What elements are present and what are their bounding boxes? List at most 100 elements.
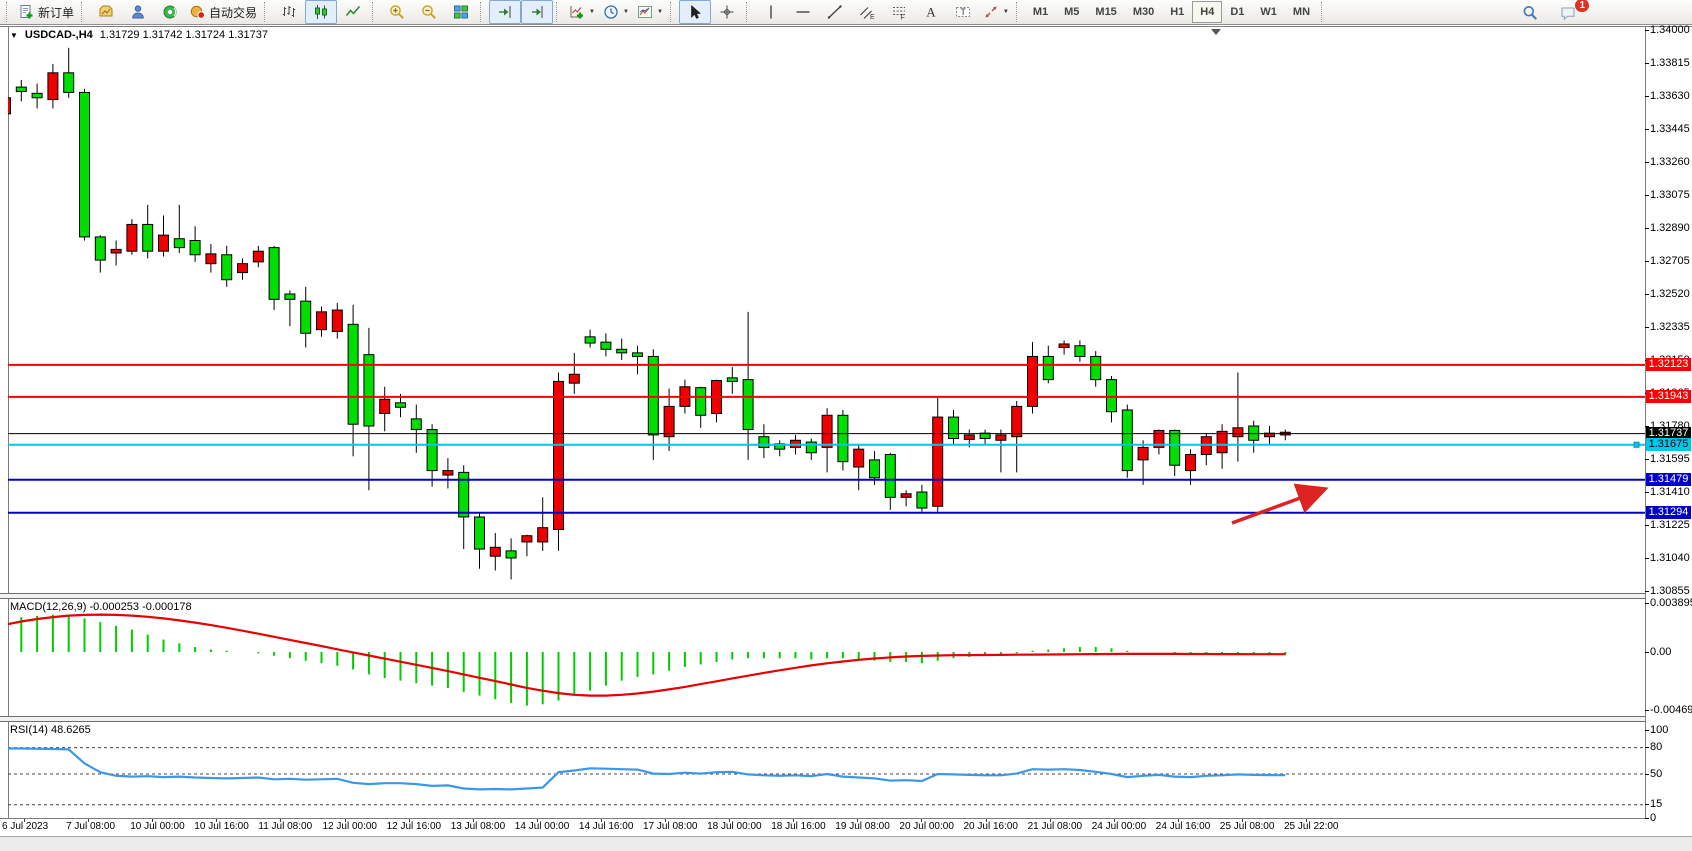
timeframe-MN-button[interactable]: MN	[1292, 6, 1311, 18]
price-tag-1.31675: 1.31675	[1646, 438, 1691, 452]
text-button[interactable]: A	[915, 0, 947, 24]
indicators-button[interactable]: ▼	[565, 0, 599, 24]
axis-tick	[1645, 817, 1649, 819]
toolbar-right: 1	[1514, 0, 1590, 25]
chart-shift-icon	[497, 4, 513, 20]
svg-text:A: A	[926, 5, 936, 20]
auto-scroll-button[interactable]	[521, 0, 554, 24]
axis-tick	[1645, 773, 1649, 775]
notifications-button[interactable]: 1	[1552, 0, 1590, 25]
axis-tick	[1645, 524, 1649, 526]
price-axis-border	[1645, 26, 1646, 819]
trendline-button[interactable]	[819, 0, 851, 24]
axis-tick	[1645, 491, 1649, 493]
time-axis-tick	[536, 819, 538, 822]
zoom-out-button[interactable]	[413, 0, 445, 24]
price-tick-label: 1.31225	[1650, 518, 1690, 531]
periods-button[interactable]: ▼	[599, 0, 633, 24]
axis-tick	[1645, 227, 1649, 229]
time-axis-tick	[24, 819, 25, 822]
horizontal-line-button[interactable]	[787, 0, 819, 24]
rsi-tick-label: 80	[1650, 741, 1663, 754]
text-label-button[interactable]: T	[947, 0, 979, 24]
time-axis-tick	[729, 819, 731, 822]
price-tag-1.31737: 1.31737	[1646, 427, 1691, 441]
time-axis-tick	[857, 819, 859, 822]
timeframe-W1-button[interactable]: W1	[1260, 6, 1277, 18]
bar-chart-button[interactable]	[273, 0, 305, 24]
data-window-button[interactable]	[122, 0, 154, 24]
axis-tick	[1645, 425, 1649, 427]
rsi-panel[interactable]	[8, 722, 1645, 818]
trend-arrow-annotation[interactable]	[1231, 483, 1329, 525]
axis-tick	[1645, 29, 1649, 31]
candle-chart-icon	[313, 4, 329, 20]
line-chart-button[interactable]	[337, 0, 369, 24]
timeframe-H4-button[interactable]: H4	[1192, 1, 1223, 23]
new-order-label: 新订单	[38, 5, 75, 20]
timeframe-M5-button[interactable]: M5	[1064, 6, 1080, 18]
auto-trading-icon	[190, 4, 206, 20]
toolbar-separator	[745, 2, 752, 22]
crosshair-button[interactable]	[711, 0, 743, 24]
equidistant-channel-icon: E	[859, 4, 875, 20]
cursor-button[interactable]	[678, 0, 711, 24]
svg-text:E: E	[870, 14, 875, 20]
price-tick-label: 1.32335	[1650, 320, 1690, 333]
time-axis[interactable]: 6 Jul 2023 7 Jul 08:00 10 Jul 00:00 10 Jul …	[0, 819, 1645, 835]
auto-trading-button[interactable]: 自动交易	[186, 0, 261, 24]
macd-panel[interactable]	[8, 599, 1645, 716]
horizontal-line-objects[interactable]	[8, 363, 1645, 514]
toolbar-separator	[669, 2, 676, 22]
market-watch-button[interactable]	[90, 0, 122, 24]
axis-tick	[1645, 651, 1649, 653]
zoom-in-button[interactable]	[381, 0, 413, 24]
time-axis-tick	[600, 819, 602, 822]
price-tick-label: 1.31410	[1650, 485, 1690, 498]
timeframe-M1-button[interactable]: M1	[1032, 6, 1049, 18]
new-order-button[interactable]: 新订单	[15, 0, 78, 24]
time-axis-border	[0, 818, 1645, 819]
chevron-down-icon[interactable]: ▼	[10, 30, 18, 40]
timeframe-M15-button[interactable]: M15	[1095, 6, 1117, 18]
chart-shift-button[interactable]	[489, 0, 522, 24]
timeframe-H1-button[interactable]: H1	[1170, 6, 1185, 18]
equidistant-channel-button[interactable]: E	[851, 0, 883, 24]
navigator-button[interactable]	[154, 0, 186, 24]
panel-separator[interactable]	[0, 716, 1645, 722]
axis-tick	[1645, 128, 1649, 130]
time-axis-label: 6 Jul 2023	[2, 821, 49, 832]
chevron-down-icon[interactable]: ▼	[589, 9, 595, 15]
candle-chart-button[interactable]	[305, 0, 338, 24]
search-button[interactable]	[1514, 1, 1546, 25]
time-axis-tick	[985, 819, 987, 822]
axis-tick	[1645, 710, 1649, 712]
chevron-down-icon[interactable]: ▼	[622, 9, 629, 15]
time-axis-label: 18 Jul 16:00	[771, 821, 826, 832]
time-axis-label: 13 Jul 08:00	[450, 821, 506, 832]
vertical-line-icon	[763, 4, 779, 20]
fibonacci-button[interactable]: F	[883, 0, 915, 24]
time-axis-label: 21 Jul 08:00	[1027, 821, 1083, 832]
price-tick-label: 1.33630	[1650, 89, 1690, 102]
arrow-tools-button[interactable]: ▼	[979, 0, 1013, 24]
price-tag-1.31294: 1.31294	[1646, 506, 1691, 520]
new-order-icon	[19, 4, 35, 20]
line-chart-icon	[345, 4, 361, 20]
axis-tick	[1645, 260, 1649, 262]
timeframe-M30-button[interactable]: M30	[1132, 6, 1155, 18]
fibonacci-icon: F	[891, 4, 907, 20]
price-tick-label: 1.34000	[1650, 23, 1690, 36]
vertical-line-button[interactable]	[755, 0, 787, 24]
axis-tick	[1645, 747, 1649, 749]
market-watch-icon	[98, 4, 114, 20]
timeframe-D1-button[interactable]: D1	[1230, 6, 1245, 18]
rsi-indicator-label: RSI(14) 48.6265	[10, 724, 91, 736]
chevron-down-icon[interactable]: ▼	[1002, 9, 1009, 15]
tile-windows-button[interactable]	[445, 0, 477, 24]
templates-button[interactable]: ▼	[633, 0, 667, 24]
chevron-down-icon[interactable]: ▼	[656, 9, 663, 15]
price-chart[interactable]	[8, 26, 1645, 593]
panel-separator[interactable]	[0, 593, 1645, 599]
price-tick-label: 1.30855	[1650, 584, 1690, 597]
